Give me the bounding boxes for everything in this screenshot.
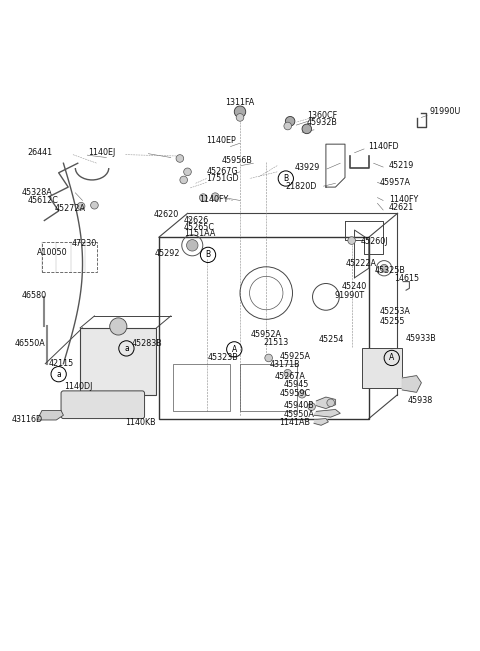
Bar [80,328,156,395]
Text: 45222A: 45222A [346,259,377,268]
Circle shape [302,124,312,133]
Text: A10050: A10050 [37,249,68,257]
Text: 26441: 26441 [28,148,53,158]
Text: a: a [124,344,129,353]
Text: 43929: 43929 [295,163,320,172]
Text: 1140FD: 1140FD [368,142,398,151]
Text: 47230: 47230 [72,239,97,248]
Text: 45945: 45945 [284,380,309,389]
Text: 1140DJ: 1140DJ [64,382,93,391]
Text: 45956B: 45956B [222,156,253,165]
Circle shape [77,202,85,210]
Text: 45219: 45219 [389,161,414,170]
Text: 1140EJ: 1140EJ [88,148,116,158]
Circle shape [380,264,388,272]
Circle shape [265,354,273,362]
Text: 45959C: 45959C [279,389,310,398]
Circle shape [91,201,98,209]
Text: 45283B: 45283B [131,339,162,348]
Polygon shape [402,376,421,393]
Text: 45940B: 45940B [284,401,315,410]
Text: 45260J: 45260J [360,238,388,247]
Text: 21513: 21513 [263,338,288,347]
Text: A: A [232,345,237,354]
Polygon shape [316,397,336,409]
Text: 45925A: 45925A [279,352,310,361]
Text: 45933B: 45933B [406,335,437,343]
Text: 91990T: 91990T [335,292,365,300]
Text: 45957A: 45957A [379,178,410,187]
Polygon shape [37,410,63,420]
Text: 14615: 14615 [394,274,419,283]
Circle shape [110,318,127,335]
Bar [173,364,230,411]
Circle shape [327,399,335,407]
Text: 43116D: 43116D [12,415,43,424]
Text: 45253A: 45253A [379,307,410,316]
Circle shape [180,176,188,184]
Text: 1140FY: 1140FY [389,195,418,204]
Text: 42115: 42115 [49,359,74,368]
Text: a: a [56,370,61,379]
Text: 45612C: 45612C [28,196,59,205]
Text: 45323B: 45323B [207,353,238,363]
Text: 45272A: 45272A [55,204,86,213]
Text: 45938: 45938 [408,396,433,406]
Text: B: B [283,174,288,183]
Circle shape [348,237,356,244]
Text: 45292: 45292 [155,249,180,258]
Text: 46550A: 46550A [15,339,46,348]
Text: 21820D: 21820D [286,182,317,191]
Text: 43171B: 43171B [270,360,300,369]
FancyBboxPatch shape [61,391,144,419]
Circle shape [308,403,315,410]
Circle shape [176,155,184,162]
Bar [42,242,97,272]
Text: 45240: 45240 [341,282,366,291]
Text: B: B [205,251,211,259]
Text: 46580: 46580 [22,292,47,300]
Circle shape [184,168,192,176]
Circle shape [284,369,291,377]
Bar [240,364,297,411]
Text: 45267G: 45267G [206,167,238,176]
Text: 45325B: 45325B [374,266,406,275]
Text: 45265C: 45265C [184,223,215,232]
Text: 1360CF: 1360CF [307,111,337,120]
Text: 45254: 45254 [319,335,344,344]
Bar [362,348,402,387]
Text: 42626: 42626 [184,216,209,225]
Circle shape [284,122,291,130]
Circle shape [298,391,306,398]
Text: 45328A: 45328A [22,188,52,197]
Text: 45950A: 45950A [284,409,315,419]
Text: 1140EP: 1140EP [206,136,236,145]
Circle shape [211,193,219,201]
Circle shape [187,240,198,251]
Text: 45952A: 45952A [251,329,281,339]
Text: A: A [389,353,395,363]
Text: 1151AA: 1151AA [184,229,215,238]
Text: 45932B: 45932B [307,118,338,127]
Text: 45267A: 45267A [275,372,305,381]
Text: 91990U: 91990U [430,107,461,117]
Text: 42621: 42621 [389,202,414,212]
Circle shape [234,106,246,117]
Text: 1141AB: 1141AB [279,419,310,427]
Circle shape [236,114,244,121]
Text: 45255: 45255 [379,317,405,326]
Text: 1751GD: 1751GD [206,174,239,183]
Bar [159,237,369,419]
Text: 1140KB: 1140KB [125,419,156,427]
Text: 1140FY: 1140FY [199,195,228,204]
Text: 42620: 42620 [154,210,180,219]
Text: 1311FA: 1311FA [226,98,254,107]
Circle shape [199,194,207,201]
Polygon shape [314,409,340,417]
Circle shape [285,117,295,126]
Polygon shape [314,419,328,425]
